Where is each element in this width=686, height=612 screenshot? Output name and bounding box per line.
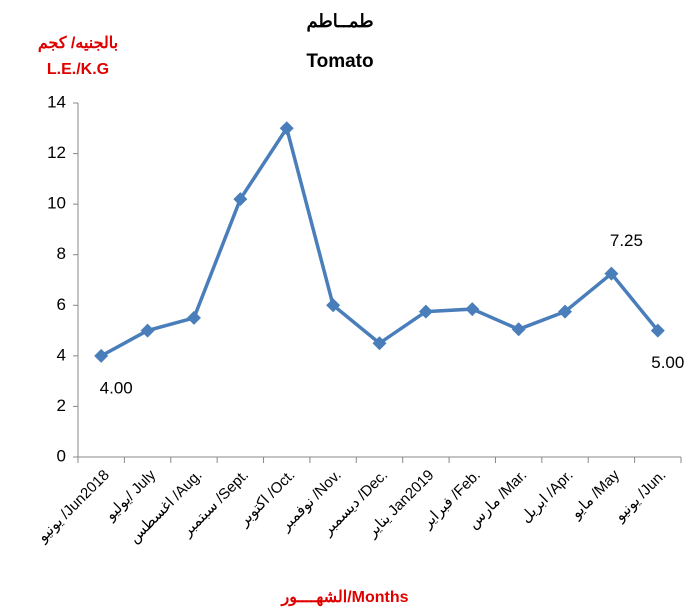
marker (418, 304, 433, 319)
y-axis-label: بالجنيه/ كجم (38, 35, 118, 53)
x-tick-label: يونيو /Jun2018 (33, 467, 112, 546)
marker (233, 192, 248, 207)
marker (650, 323, 665, 338)
y-tick-label: 0 (57, 446, 66, 465)
y-tick-label: 8 (57, 244, 66, 263)
y-tick-label: 12 (47, 143, 66, 162)
marker (279, 121, 294, 136)
marker (372, 336, 387, 351)
y-tick-label: 10 (47, 194, 66, 213)
line (100, 124, 660, 358)
chart-title: طمــاطم (306, 11, 373, 32)
marker (558, 304, 573, 319)
y-tick-label: 6 (57, 295, 66, 314)
y-tick-label: 4 (57, 345, 66, 364)
x-axis-label: الشهــــور/Months (280, 589, 408, 607)
data-label: 7.25 (610, 231, 643, 250)
marker (140, 323, 155, 338)
marker (604, 266, 619, 281)
chart-subtitle: Tomato (306, 51, 373, 72)
marker (465, 302, 480, 317)
y-tick-label: 2 (57, 396, 66, 415)
marker (326, 298, 341, 313)
marker (511, 322, 526, 337)
data-label: 4.00 (100, 378, 133, 397)
marker (186, 310, 201, 325)
y-tick-label: 14 (47, 92, 66, 111)
y-axis-unit: L.E./K.G (47, 61, 109, 78)
marker (94, 348, 109, 363)
data-label: 5.00 (651, 353, 684, 372)
